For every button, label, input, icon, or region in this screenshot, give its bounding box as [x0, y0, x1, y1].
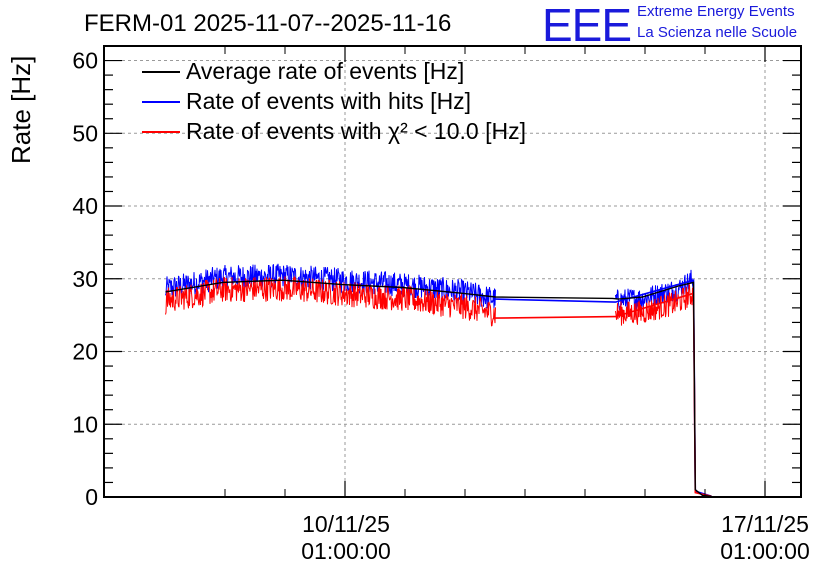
- legend-label: Average rate of events [Hz]: [186, 58, 465, 84]
- series-chi2-noise: [615, 282, 694, 326]
- x-tick-time: 01:00:00: [720, 538, 810, 564]
- logo-line-2: La Scienza nelle Scuole: [637, 24, 798, 41]
- x-tick-date: 10/11/25: [302, 511, 390, 537]
- x-tick-label: 17/11/25 01:00:00: [700, 511, 830, 565]
- y-tick-label: 30: [72, 266, 98, 292]
- series-hits-line: [495, 279, 712, 498]
- eee-logo: EEE: [542, 0, 632, 51]
- axes: 0 10 20 30 40 50 60: [72, 45, 802, 510]
- y-axis-label: Rate [Hz]: [6, 55, 36, 164]
- plot-frame: [103, 45, 802, 498]
- x-tick-time: 01:00:00: [301, 538, 391, 564]
- series-chi2-line: [495, 292, 712, 498]
- x-tick-label: 10/11/25 01:00:00: [281, 511, 411, 565]
- series-hits-noise: [615, 269, 694, 312]
- chart-title: FERM-01 2025-11-07--2025-11-16: [84, 10, 452, 37]
- x-tick-date: 17/11/25: [721, 511, 809, 537]
- series-average-line: [165, 279, 712, 497]
- grid: [104, 46, 801, 497]
- y-tick-label: 60: [72, 48, 98, 74]
- legend-swatch-average: [142, 71, 180, 73]
- legend-swatch-chi2: [142, 131, 180, 133]
- y-tick-label: 10: [72, 411, 98, 437]
- series-chi2-noise: [165, 275, 496, 327]
- legend-swatch-hits: [142, 101, 180, 103]
- legend-label: Rate of events with χ² < 10.0 [Hz]: [186, 118, 526, 144]
- y-tick-label: 20: [72, 339, 98, 365]
- series-group: [165, 263, 712, 498]
- y-tick-label: 40: [72, 193, 98, 219]
- y-tick-label: 0: [85, 484, 98, 510]
- logo-line-1: Extreme Energy Events: [637, 3, 795, 20]
- legend-label: Rate of events with hits [Hz]: [186, 88, 472, 114]
- y-tick-label: 50: [72, 120, 98, 146]
